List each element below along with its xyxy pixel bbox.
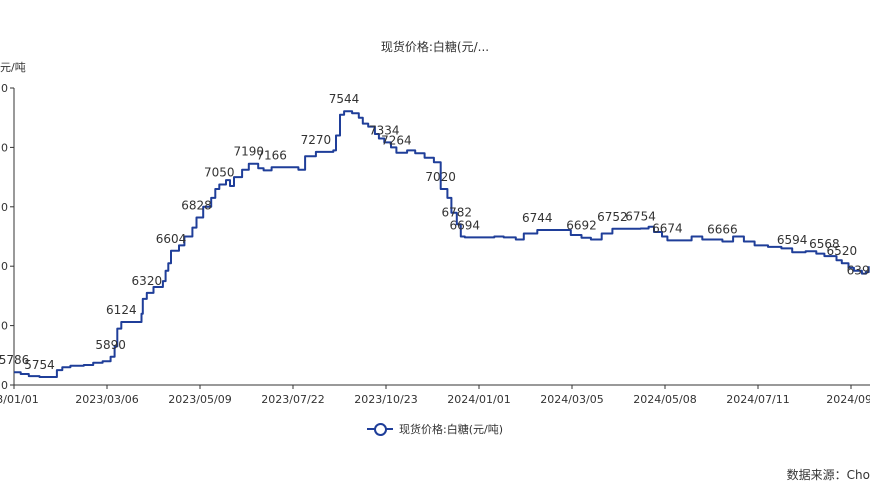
data-label: 6752 xyxy=(597,210,628,224)
data-label: 6692 xyxy=(566,219,597,233)
series-line-sugar-spot-price xyxy=(14,110,870,378)
y-tick-label: 0 xyxy=(1,201,8,214)
data-label: 6568 xyxy=(809,237,840,251)
data-label: 5890 xyxy=(95,338,126,352)
data-label: 7020 xyxy=(425,170,456,184)
x-tick-label: 2024/09/ xyxy=(826,393,870,406)
data-label: 6604 xyxy=(156,232,187,246)
data-source-note: 数据来源：Cho xyxy=(786,468,870,482)
data-label: 6754 xyxy=(625,209,656,223)
data-label: 6320 xyxy=(132,274,163,288)
data-label: 6594 xyxy=(777,233,808,247)
data-label: 5754 xyxy=(24,358,55,372)
x-tick-label: 2023/03/06 xyxy=(75,393,138,406)
data-label: 5786 xyxy=(0,353,29,367)
data-label: 6782 xyxy=(441,205,472,219)
data-label: 6744 xyxy=(522,211,553,225)
data-label: 7190 xyxy=(234,145,265,159)
data-label: 7544 xyxy=(329,92,360,106)
chart-legend[interactable]: 现货价格:白糖(元/吨) xyxy=(0,421,870,437)
data-label: 7264 xyxy=(381,134,412,148)
data-label: 6674 xyxy=(652,221,683,235)
legend-line-marker-icon xyxy=(367,423,393,436)
data-label: 6390 xyxy=(847,264,870,278)
data-label: 7166 xyxy=(256,148,287,162)
data-label: 6124 xyxy=(106,303,137,317)
x-tick-label: 2024/05/08 xyxy=(633,393,696,406)
data-label: 6520 xyxy=(827,244,858,258)
y-tick-label: 0 xyxy=(1,141,8,154)
data-label: 6828 xyxy=(181,198,212,212)
y-tick-label: 0 xyxy=(1,260,8,273)
y-axis-unit-label: 元/吨 xyxy=(0,61,26,74)
x-tick-label: 2024/01/01 xyxy=(447,393,510,406)
data-label: 7334 xyxy=(369,123,400,137)
data-label: 7270 xyxy=(301,133,332,147)
x-tick-label: 2024/07/11 xyxy=(726,393,789,406)
x-tick-label: 2023/07/22 xyxy=(261,393,324,406)
x-tick-label: 2024/03/05 xyxy=(540,393,603,406)
x-tick-label: 2023/10/23 xyxy=(354,393,417,406)
x-tick-label: 23/01/01 xyxy=(0,393,39,406)
x-tick-label: 2023/05/09 xyxy=(168,393,231,406)
y-tick-label: 0 xyxy=(1,320,8,333)
data-label: 6694 xyxy=(450,218,481,232)
y-tick-label: 0 xyxy=(1,82,8,95)
data-label: 7050 xyxy=(204,166,235,180)
data-label: 6666 xyxy=(707,223,738,237)
chart-title: 现货价格:白糖(元/... xyxy=(380,40,490,54)
legend-label: 现货价格:白糖(元/吨) xyxy=(399,423,503,436)
y-tick-label: 0 xyxy=(1,379,8,392)
